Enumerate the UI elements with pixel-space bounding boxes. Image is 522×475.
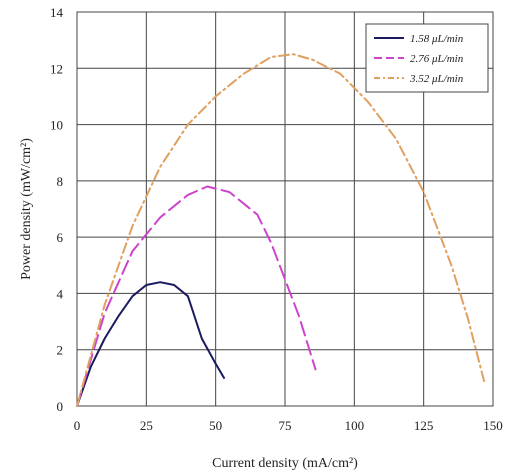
series-line-2: [76, 185, 317, 407]
y-tick-label: 0: [57, 399, 64, 414]
y-tick-label: 2: [57, 343, 64, 358]
x-tick-label: 125: [414, 418, 434, 433]
tick-label-layer: 0 25 50 75 100 125 150 0 2 4 6 8 10 12 14: [50, 5, 503, 433]
y-axis-title: Power density (mW/cm²): [19, 138, 34, 280]
legend: 1.58 μL/min 2.76 μL/min 3.52 μL/min: [365, 23, 489, 93]
x-axis-title: Current density (mA/cm²): [212, 456, 358, 471]
x-tick-label: 150: [483, 418, 503, 433]
plot-frame: [76, 11, 494, 407]
y-tick-label: 14: [50, 5, 64, 20]
y-tick-label: 4: [57, 286, 64, 301]
x-tick-label: 0: [74, 418, 81, 433]
legend-entry: 3.52 μL/min: [374, 73, 464, 85]
series-line-3: [76, 53, 486, 407]
y-tick-label: 12: [50, 61, 63, 76]
x-tick-label: 100: [345, 418, 365, 433]
legend-label: 3.52 μL/min: [409, 73, 464, 85]
y-tick-label: 6: [57, 230, 64, 245]
y-tick-label: 8: [57, 174, 64, 189]
legend-entry: 1.58 μL/min: [374, 33, 464, 45]
x-tick-label: 75: [279, 418, 292, 433]
legend-entry: 2.76 μL/min: [374, 53, 464, 65]
y-tick-label: 10: [50, 118, 63, 133]
x-tick-label: 50: [209, 418, 222, 433]
series-line-1: [76, 281, 225, 407]
legend-label: 2.76 μL/min: [410, 53, 464, 65]
x-tick-label: 25: [140, 418, 153, 433]
series-layer: [76, 53, 486, 407]
legend-label: 1.58 μL/min: [410, 33, 464, 45]
